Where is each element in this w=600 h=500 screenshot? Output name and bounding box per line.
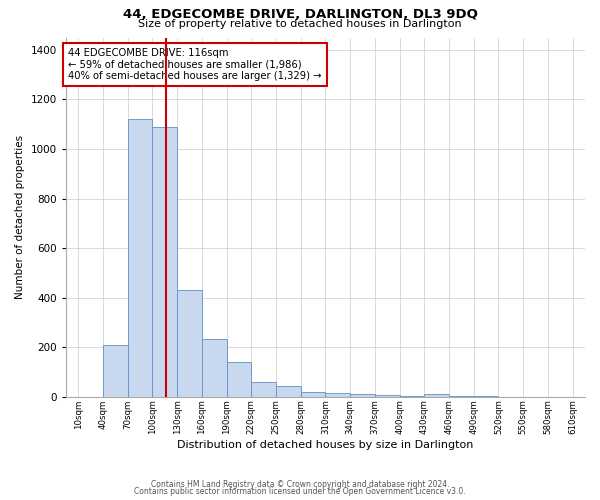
Bar — [103, 345, 128, 397]
Bar — [276, 386, 301, 397]
Bar — [400, 396, 424, 397]
Bar — [325, 393, 350, 397]
Bar — [152, 126, 177, 397]
Bar — [424, 394, 449, 397]
Bar — [301, 392, 325, 397]
Bar — [177, 290, 202, 397]
Bar — [474, 396, 499, 397]
Bar — [227, 362, 251, 397]
Bar — [375, 395, 400, 397]
Text: Contains HM Land Registry data © Crown copyright and database right 2024.: Contains HM Land Registry data © Crown c… — [151, 480, 449, 489]
X-axis label: Distribution of detached houses by size in Darlington: Distribution of detached houses by size … — [177, 440, 473, 450]
Bar — [350, 394, 375, 397]
Bar — [251, 382, 276, 397]
Text: Size of property relative to detached houses in Darlington: Size of property relative to detached ho… — [138, 19, 462, 29]
Bar — [128, 120, 152, 397]
Y-axis label: Number of detached properties: Number of detached properties — [15, 135, 25, 299]
Text: Contains public sector information licensed under the Open Government Licence v3: Contains public sector information licen… — [134, 487, 466, 496]
Bar — [449, 396, 474, 397]
Text: 44, EDGECOMBE DRIVE, DARLINGTON, DL3 9DQ: 44, EDGECOMBE DRIVE, DARLINGTON, DL3 9DQ — [122, 8, 478, 20]
Bar — [202, 338, 227, 397]
Text: 44 EDGECOMBE DRIVE: 116sqm
← 59% of detached houses are smaller (1,986)
40% of s: 44 EDGECOMBE DRIVE: 116sqm ← 59% of deta… — [68, 48, 322, 82]
